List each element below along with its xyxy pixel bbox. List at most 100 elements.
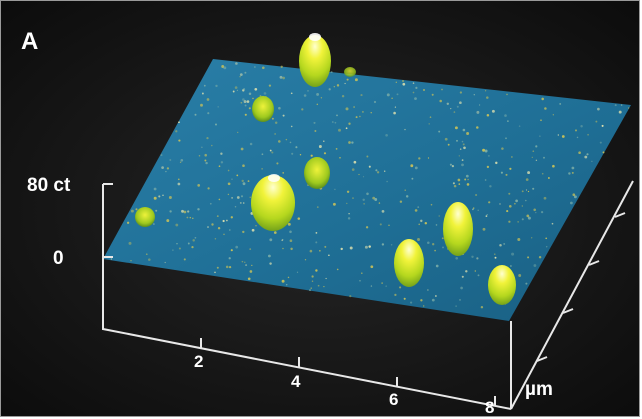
surface-speckle — [429, 116, 432, 118]
surface-speckle — [278, 106, 281, 110]
surface-speckle — [183, 258, 186, 261]
surface-speckle — [580, 125, 583, 128]
surface-speckle — [178, 139, 181, 142]
surface-speckle — [220, 161, 224, 164]
surface-speckle — [474, 270, 476, 272]
surface-speckle — [420, 219, 423, 223]
surface-speckle — [620, 104, 623, 106]
surface-speckle — [345, 107, 349, 111]
surface-speckle — [373, 100, 377, 104]
surface-speckle — [287, 222, 291, 226]
surface-speckle — [226, 219, 228, 222]
surface-speckle — [237, 131, 239, 134]
surface-speckle — [559, 102, 562, 105]
surface-speckle — [527, 171, 531, 175]
surface-speckle — [552, 114, 554, 116]
surface-speckle — [315, 241, 318, 244]
surface-speckle — [254, 66, 256, 68]
surface-speckle — [278, 140, 281, 143]
surface-speckle — [404, 128, 406, 131]
surface-speckle — [181, 209, 184, 213]
surface-speckle — [197, 208, 200, 211]
surface-speckle — [543, 196, 547, 200]
surface-speckle — [242, 98, 245, 101]
y-axis-line — [510, 180, 634, 410]
surface-speckle — [243, 88, 246, 91]
surface-speckle — [484, 179, 487, 181]
surface-speckle — [450, 107, 452, 110]
surface-speckle — [374, 198, 378, 201]
surface-speckle — [246, 100, 250, 103]
surface-speckles — [110, 62, 630, 309]
surface-speckle — [236, 89, 239, 91]
surface-speckle — [271, 151, 274, 154]
surface-speckle — [521, 190, 524, 193]
surface-speckle — [206, 136, 209, 140]
surface-speckle — [281, 279, 285, 283]
surface-speckle — [518, 125, 521, 127]
surface-speckle — [388, 224, 390, 226]
surface-speckle — [511, 156, 513, 158]
surface-speckle — [476, 126, 479, 129]
surface-speckle — [268, 254, 271, 258]
surface-speckle — [254, 87, 258, 91]
surface-speckle — [215, 84, 218, 88]
surface-speckle — [521, 205, 523, 207]
surface-speckle — [403, 297, 406, 300]
surface-speckle — [578, 151, 581, 155]
surface-speckle — [447, 143, 450, 146]
surface-speckle — [535, 145, 538, 148]
surface-speckle — [527, 190, 530, 193]
surface-speckle — [158, 195, 161, 198]
surface-speckle — [486, 96, 489, 99]
surface-speckle — [362, 176, 365, 178]
surface-speckle — [351, 141, 354, 144]
surface-speckle — [227, 193, 230, 196]
surface-speckle — [464, 178, 467, 181]
surface-speckle — [341, 94, 345, 98]
surface-speckle — [161, 166, 164, 169]
surface-speckle — [459, 299, 461, 301]
surface-speckle — [472, 208, 474, 211]
surface-speckle — [169, 159, 172, 161]
surface-speckle — [178, 121, 180, 124]
surface-speckle — [179, 161, 182, 163]
surface-speckle — [245, 264, 248, 267]
surface-speckle — [499, 243, 502, 247]
surface-speckle — [473, 94, 475, 96]
surface-speckle — [187, 242, 190, 245]
surface-speckle — [153, 223, 155, 225]
surface-speckle — [309, 249, 313, 253]
surface-speckle — [126, 221, 130, 224]
surface-speckle — [269, 262, 272, 265]
surface-speckle — [602, 151, 605, 154]
surface-speckle — [396, 93, 399, 96]
surface-speckle — [276, 162, 279, 165]
surface-speckle — [628, 107, 630, 109]
surface-speckle — [399, 286, 402, 289]
surface-speckle — [511, 252, 515, 256]
surface-speckle — [463, 146, 466, 150]
surface-speckle — [505, 173, 508, 176]
surface-speckle — [573, 195, 577, 199]
surface-speckle — [482, 148, 486, 152]
surface-speckle — [561, 135, 565, 138]
surface-speckle — [177, 182, 181, 186]
surface-speckle — [261, 66, 265, 70]
surface-speckle — [465, 270, 468, 273]
surface-speckle — [551, 222, 554, 225]
surface-speckle — [289, 141, 292, 144]
surface-speckle — [359, 115, 361, 118]
surface-speckle — [454, 126, 458, 130]
surface-speckle — [584, 155, 588, 159]
surface-speckle — [514, 202, 516, 205]
surface-speckle — [268, 84, 272, 87]
surface-speckle — [441, 88, 443, 91]
y-tick — [536, 356, 548, 362]
surface-speckle — [525, 282, 528, 285]
surface-speckle — [410, 164, 414, 168]
surface-speckle — [323, 285, 325, 288]
surface-speckle — [333, 86, 335, 88]
surface-speckle — [241, 179, 244, 183]
